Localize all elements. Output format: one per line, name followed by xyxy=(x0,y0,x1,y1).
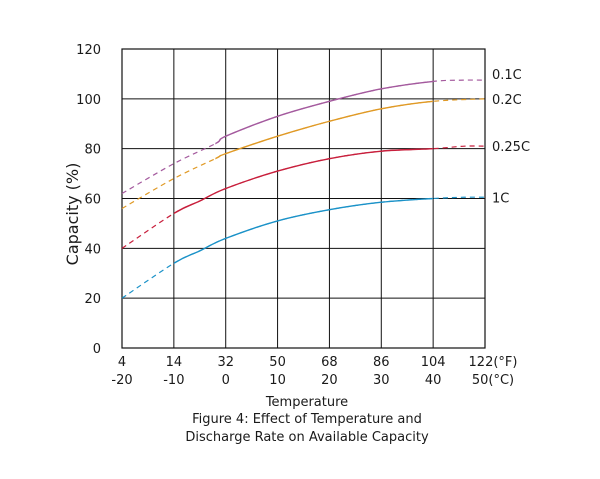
x-tick-label-f-4: 68 xyxy=(321,355,338,370)
y-tick-label-2: 40 xyxy=(84,242,101,257)
series-0_25C-dashed xyxy=(121,145,486,249)
figure-caption-line-1: Figure 4: Effect of Temperature and xyxy=(192,412,422,427)
y-axis-label: Capacity (%) xyxy=(63,163,82,266)
series-label-0_1C: 0.1C xyxy=(492,68,522,83)
x-axis-label: Temperature xyxy=(265,395,348,410)
x-tick-label-f-5: 86 xyxy=(373,355,390,370)
series-label-1C: 1C xyxy=(492,191,509,206)
series-0_1C-line xyxy=(215,80,434,145)
x-tick-label-f-3: 50 xyxy=(269,355,286,370)
x-tick-label-f-2: 32 xyxy=(217,355,234,370)
figure-caption-line-2: Discharge Rate on Available Capacity xyxy=(185,430,429,445)
x-tick-label-c-4: 20 xyxy=(321,373,338,388)
series-0_1C-dashed xyxy=(121,79,486,195)
y-tick-labels: 0 20 40 60 80 100 120 xyxy=(76,43,101,357)
plot-frame xyxy=(121,48,486,349)
x-tick-label-f-0: 4 xyxy=(118,355,126,370)
x-tick-label-c-0: -20 xyxy=(111,373,132,388)
x-tick-label-f-1: 14 xyxy=(166,355,183,370)
series-0_2C-line xyxy=(215,100,434,160)
series-0_2C-dashed xyxy=(121,98,486,209)
x-tick-labels: 4 -20 14 -10 32 0 50 10 68 20 86 30 104 40 122(°F) 50(°… xyxy=(111,355,517,388)
series-label-0_2C: 0.2C xyxy=(492,93,522,108)
y-tick-label-5: 100 xyxy=(76,93,101,108)
x-tick-label-c-2: 0 xyxy=(222,373,230,388)
x-tick-label-f-7: 122(°F) xyxy=(469,355,518,370)
y-tick-label-1: 20 xyxy=(84,292,101,307)
x-tick-label-c-7: 50(°C) xyxy=(472,373,514,388)
y-tick-label-0: 0 xyxy=(93,342,101,357)
series-label-0_25C: 0.25C xyxy=(492,140,530,155)
y-tick-label-4: 80 xyxy=(84,143,101,158)
series-1C-line xyxy=(173,197,434,265)
x-tick-label-c-3: 10 xyxy=(269,373,286,388)
y-tick-label-6: 120 xyxy=(76,43,101,58)
series-labels: 0.1C 0.2C 0.25C 1C xyxy=(492,68,530,206)
x-tick-label-c-5: 30 xyxy=(373,373,390,388)
x-tick-label-c-1: -10 xyxy=(163,373,184,388)
series-0_25C-line xyxy=(173,147,434,215)
y-tick-label-3: 60 xyxy=(84,193,101,208)
x-tick-label-f-6: 104 xyxy=(421,355,446,370)
series-lines xyxy=(121,79,486,299)
x-tick-label-c-6: 40 xyxy=(425,373,442,388)
